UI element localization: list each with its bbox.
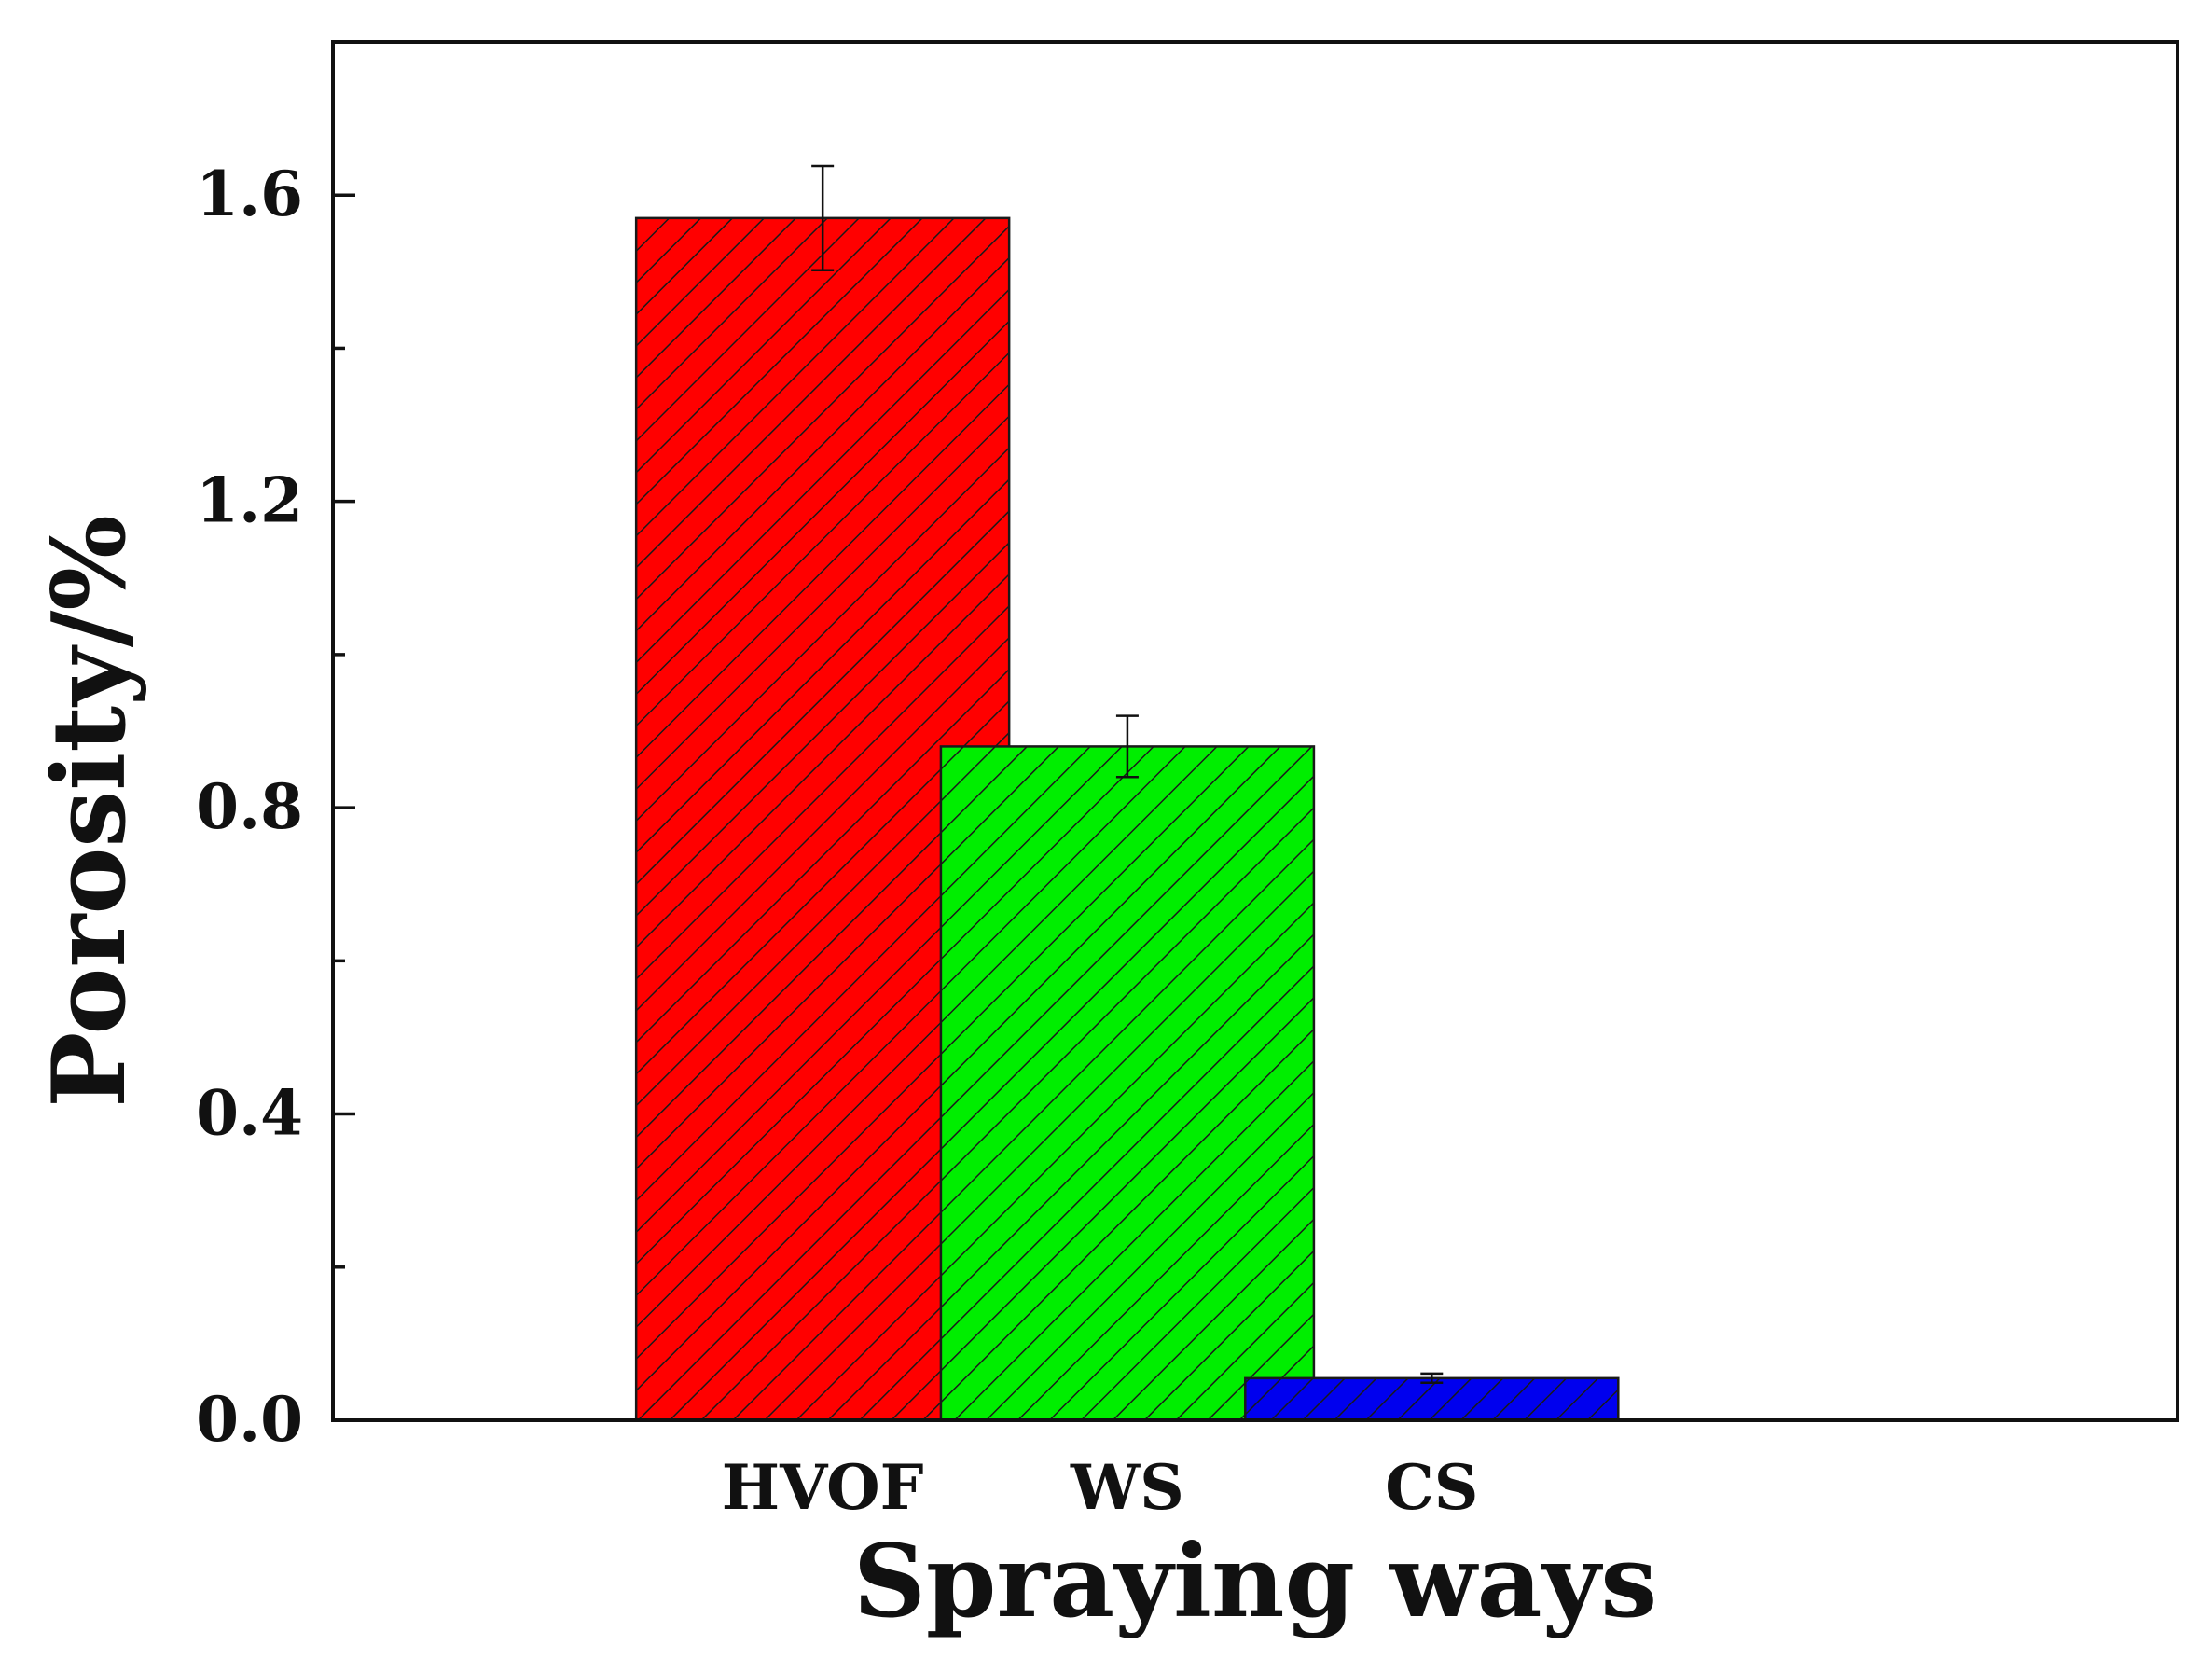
error-bars-layer [811, 164, 1444, 1385]
x-tick-label-cs: CS [1385, 1451, 1478, 1524]
y-tick-label: 0.8 [196, 770, 303, 843]
y-tick-label: 1.6 [196, 158, 303, 230]
y-ticks-layer: 0.0 0.4 0.8 1.2 1.6 [196, 158, 355, 1456]
y-tick-label: 0.4 [196, 1077, 303, 1150]
bar-hatch-cs [1244, 1376, 1620, 1422]
y-axis-title: Porosity/% [31, 515, 148, 1108]
error-bar-hvof [811, 164, 835, 271]
bar-hatch-ws [939, 745, 1316, 1422]
x-tick-label-hvof: HVOF [722, 1451, 924, 1524]
plot-frame [331, 40, 2179, 1422]
error-bar-ws [1115, 714, 1139, 779]
x-axis-title: Spraying ways [853, 1523, 1657, 1640]
x-tick-labels-layer: HVOF WS CS [722, 1451, 1479, 1524]
y-tick-label: 1.2 [196, 464, 303, 537]
x-tick-label-ws: WS [1070, 1451, 1184, 1524]
y-tick-label: 0.0 [196, 1383, 303, 1456]
error-bar-cs [1420, 1372, 1444, 1385]
bars-layer [634, 216, 1620, 1422]
